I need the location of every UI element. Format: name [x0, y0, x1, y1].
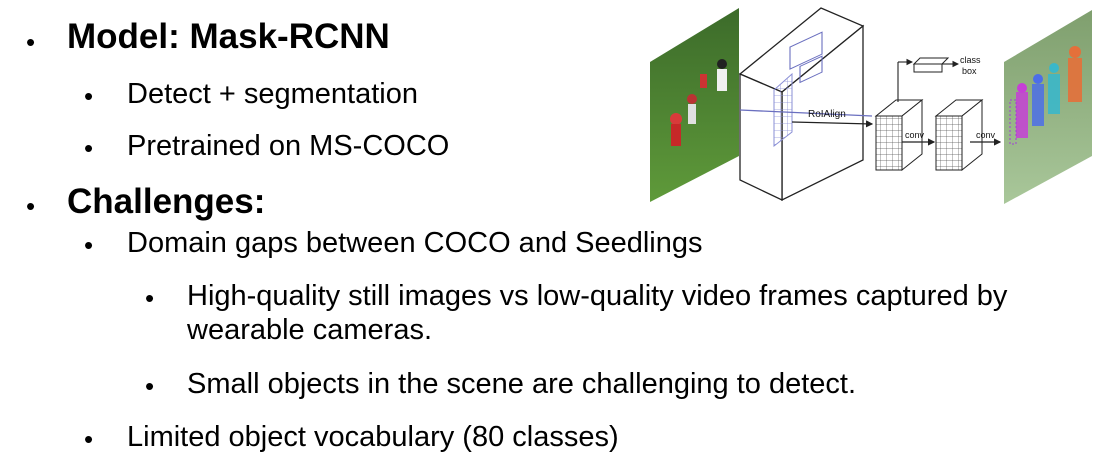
- conv-label-1: conv: [905, 130, 925, 140]
- bullet-dot: •: [84, 230, 94, 260]
- bullet-challenges-title: Challenges:: [67, 182, 266, 221]
- bullet-dot: •: [145, 371, 155, 401]
- conv-label-2: conv: [976, 130, 996, 140]
- bullet-dot: •: [26, 191, 36, 221]
- bullet-dot: •: [145, 283, 155, 313]
- output-image: [1004, 10, 1092, 204]
- bullet-quality-line1: High-quality still images vs low-quality…: [187, 280, 1008, 312]
- class-label: class: [960, 55, 981, 65]
- backbone-block: [738, 7, 865, 202]
- bullet-model-title: Model: Mask-RCNN: [67, 17, 390, 56]
- bullet-dot: •: [84, 133, 94, 163]
- bullet-dot: •: [84, 81, 94, 111]
- mask-feature-block: [934, 98, 984, 172]
- bullet-vocabulary: Limited object vocabulary (80 classes): [127, 421, 619, 453]
- roi-feature-block: [874, 98, 924, 172]
- box-label: box: [962, 66, 977, 76]
- bullet-small-objects: Small objects in the scene are challengi…: [187, 368, 857, 400]
- bullet-domain-gaps: Domain gaps between COCO and Seedlings: [127, 227, 703, 259]
- bullet-quality-line2: wearable cameras.: [187, 314, 432, 346]
- roialign-label: RoIAlign: [808, 109, 846, 120]
- bullet-dot: •: [26, 27, 36, 57]
- bullet-dot: •: [84, 424, 94, 454]
- bullet-pretrained: Pretrained on MS-COCO: [127, 130, 450, 162]
- mask-rcnn-diagram: RoIAlign class box conv conv: [650, 7, 1092, 204]
- roi-arrow: [739, 109, 873, 117]
- bullet-detect-segmentation: Detect + segmentation: [127, 78, 418, 110]
- input-image: [650, 8, 739, 202]
- class-box-head: [912, 57, 950, 73]
